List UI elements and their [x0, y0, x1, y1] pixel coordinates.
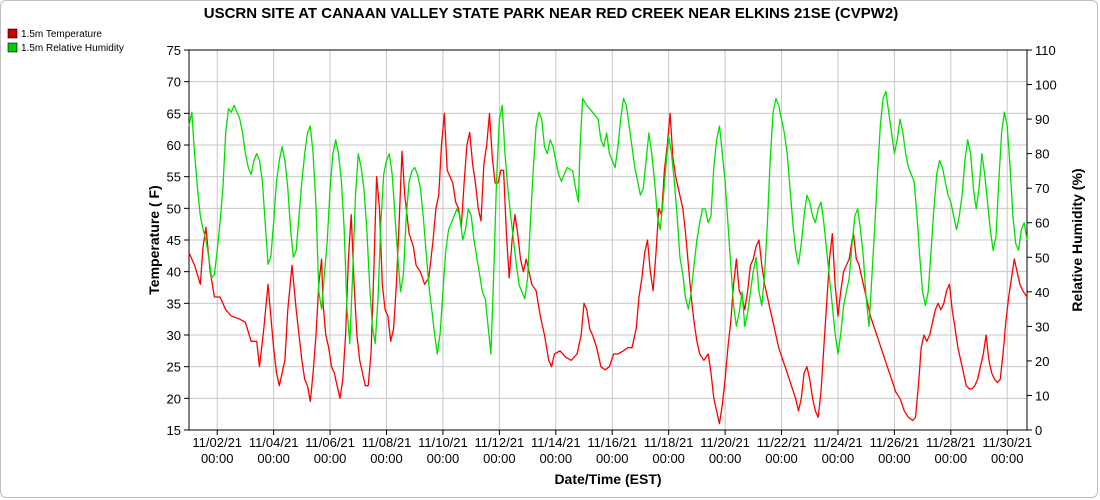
y-axis-right: 0 10 20 30 40 50 60 70 80 90 100 110	[1027, 43, 1057, 438]
y-tick-label-right: 10	[1035, 388, 1049, 403]
x-tick-label-time: 00:00	[652, 451, 685, 466]
x-tick-label-time: 00:00	[201, 451, 234, 466]
legend-swatch-temperature	[7, 28, 18, 39]
y-axis-right-title: Relative Humidity (%)	[1069, 168, 1085, 311]
x-tick-label-date: 11/02/21	[192, 435, 242, 450]
y-tick-label-left: 15	[167, 423, 181, 438]
legend-swatch-humidity	[7, 42, 18, 53]
x-tick-label-date: 11/06/21	[305, 435, 355, 450]
y-tick-label-right: 70	[1035, 181, 1049, 196]
x-tick-label-date: 11/14/21	[531, 435, 581, 450]
x-tick-label-date: 11/30/21	[982, 435, 1032, 450]
y-tick-label-right: 90	[1035, 112, 1049, 127]
y-axis-left-title: Temperature ( F)	[146, 185, 162, 294]
y-tick-label-left: 45	[167, 233, 181, 248]
x-tick-label-date: 11/24/21	[813, 435, 863, 450]
y-tick-label-left: 30	[167, 328, 181, 343]
y-tick-label-right: 50	[1035, 250, 1049, 265]
y-tick-label-right: 40	[1035, 285, 1049, 300]
x-tick-label-time: 00:00	[596, 451, 629, 466]
y-tick-label-right: 0	[1035, 423, 1042, 438]
x-tick-label-time: 00:00	[314, 451, 347, 466]
x-tick-label-time: 00:00	[483, 451, 516, 466]
x-tick-label-date: 11/22/21	[757, 435, 807, 450]
x-tick-label-date: 11/10/21	[418, 435, 468, 450]
x-tick-label-time: 00:00	[878, 451, 911, 466]
y-tick-label-left: 40	[167, 265, 181, 280]
y-tick-label-left: 25	[167, 360, 181, 375]
x-tick-label-time: 00:00	[257, 451, 290, 466]
y-tick-label-left: 65	[167, 106, 181, 121]
y-tick-label-left: 20	[167, 391, 181, 406]
x-tick-label-time: 00:00	[822, 451, 855, 466]
y-axis-left: 15 20 25 30 35 40 45 50 55 60 65 70 75	[167, 43, 189, 438]
x-tick-label-date: 11/26/21	[870, 435, 920, 450]
x-tick-label-date: 11/04/21	[249, 435, 299, 450]
x-tick-label-time: 00:00	[991, 451, 1024, 466]
series-line-humidity	[188, 90, 1028, 355]
x-tick-label-time: 00:00	[370, 451, 403, 466]
x-tick-label-date: 11/18/21	[644, 435, 694, 450]
x-tick-label-time: 00:00	[709, 451, 742, 466]
x-tick-label-time: 00:00	[427, 451, 460, 466]
y-tick-label-right: 60	[1035, 216, 1049, 231]
x-tick-label-date: 11/28/21	[926, 435, 976, 450]
x-axis: 11/02/2100:0011/04/2100:0011/06/2100:001…	[192, 430, 1032, 466]
x-tick-label-date: 11/12/21	[475, 435, 525, 450]
legend-label-temperature: 1.5m Temperature	[21, 29, 102, 40]
y-tick-label-left: 60	[167, 138, 181, 153]
y-tick-label-left: 55	[167, 170, 181, 185]
y-tick-label-right: 80	[1035, 147, 1049, 162]
x-tick-label-date: 11/16/21	[587, 435, 637, 450]
legend-label-humidity: 1.5m Relative Humidity	[21, 43, 124, 54]
y-tick-label-right: 110	[1035, 43, 1056, 58]
legend: 1.5m Temperature 1.5m Relative Humidity	[7, 28, 124, 54]
series-line-temperature	[188, 112, 1028, 425]
y-tick-label-right: 30	[1035, 319, 1049, 334]
grid	[189, 49, 1027, 431]
y-tick-label-right: 20	[1035, 354, 1049, 369]
x-tick-label-date: 11/08/21	[362, 435, 412, 450]
x-axis-title: Date/Time (EST)	[554, 471, 661, 487]
x-tick-label-time: 00:00	[540, 451, 573, 466]
x-tick-label-time: 00:00	[765, 451, 798, 466]
chart-title: USCRN SITE AT CANAAN VALLEY STATE PARK N…	[204, 5, 899, 22]
y-tick-label-right: 100	[1035, 78, 1057, 93]
y-tick-label-left: 70	[167, 75, 181, 90]
y-tick-label-left: 35	[167, 296, 181, 311]
x-tick-label-time: 00:00	[935, 451, 968, 466]
x-tick-label-date: 11/20/21	[700, 435, 750, 450]
series-layer	[188, 90, 1028, 425]
y-tick-label-left: 75	[167, 43, 181, 58]
y-tick-label-left: 50	[167, 201, 181, 216]
